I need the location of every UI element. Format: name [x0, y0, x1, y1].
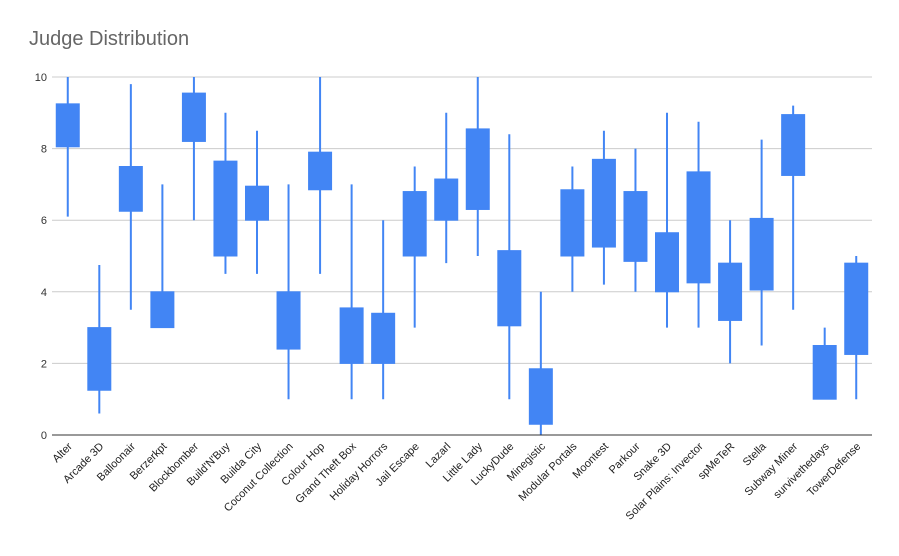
candle	[844, 256, 869, 400]
candle-body	[118, 166, 143, 212]
candle	[718, 220, 743, 364]
candle	[150, 184, 175, 329]
candle-body	[749, 217, 774, 291]
candle-body	[276, 291, 301, 350]
candle-body	[181, 92, 206, 142]
chart-title: Judge Distribution	[29, 28, 190, 50]
candle-body	[339, 307, 364, 364]
candle	[276, 184, 301, 400]
candle	[497, 134, 522, 400]
candle	[371, 220, 396, 400]
candle-body	[655, 232, 679, 293]
candle-body	[465, 128, 490, 210]
candle	[781, 105, 806, 310]
candle-body	[55, 103, 80, 148]
candle-body	[150, 291, 175, 329]
candle-body	[812, 345, 837, 400]
candle	[465, 77, 490, 256]
candle	[181, 77, 206, 221]
candle-body	[497, 250, 522, 327]
candle-body	[371, 312, 396, 364]
candle	[560, 166, 585, 292]
candle-body	[528, 368, 553, 425]
candle	[213, 112, 238, 274]
candle-body	[623, 191, 648, 262]
candle-body	[402, 191, 427, 257]
candle	[749, 139, 774, 346]
y-tick-label: 0	[41, 430, 47, 442]
candle	[528, 291, 553, 435]
candle-body	[560, 189, 585, 257]
candle	[308, 77, 333, 274]
y-tick-label: 6	[41, 215, 47, 227]
candle-body	[308, 151, 333, 191]
y-tick-label: 4	[41, 287, 47, 299]
candle	[434, 112, 459, 264]
y-tick-label: 10	[35, 72, 47, 84]
candles	[55, 77, 869, 435]
candle	[118, 84, 143, 310]
candle-body	[591, 158, 616, 248]
y-axis-ticks: 0 2 4 6 8 10	[35, 72, 47, 442]
candle-body	[245, 185, 269, 221]
candle-body	[87, 327, 112, 391]
x-tick-label: Lazarl	[424, 441, 454, 471]
candle-body	[434, 178, 459, 221]
x-tick-label: Alter	[50, 440, 75, 465]
y-tick-label: 2	[41, 358, 47, 370]
candle	[812, 327, 837, 400]
candle-body	[781, 114, 806, 176]
candle	[245, 130, 269, 274]
candle	[402, 166, 427, 328]
candle-body	[213, 160, 238, 257]
candle	[87, 264, 112, 414]
x-tick-label: survivethedays	[771, 440, 832, 501]
candle	[655, 112, 679, 328]
candle-body	[718, 262, 743, 321]
candle-body	[844, 262, 869, 355]
candle	[591, 130, 616, 285]
x-tick-label: Stella	[741, 440, 770, 469]
candle	[623, 148, 648, 292]
candle-body	[686, 171, 711, 284]
gridlines	[52, 76, 872, 364]
candle	[55, 77, 80, 217]
y-tick-label: 8	[41, 144, 47, 156]
candle	[339, 184, 364, 400]
candle	[686, 121, 711, 328]
